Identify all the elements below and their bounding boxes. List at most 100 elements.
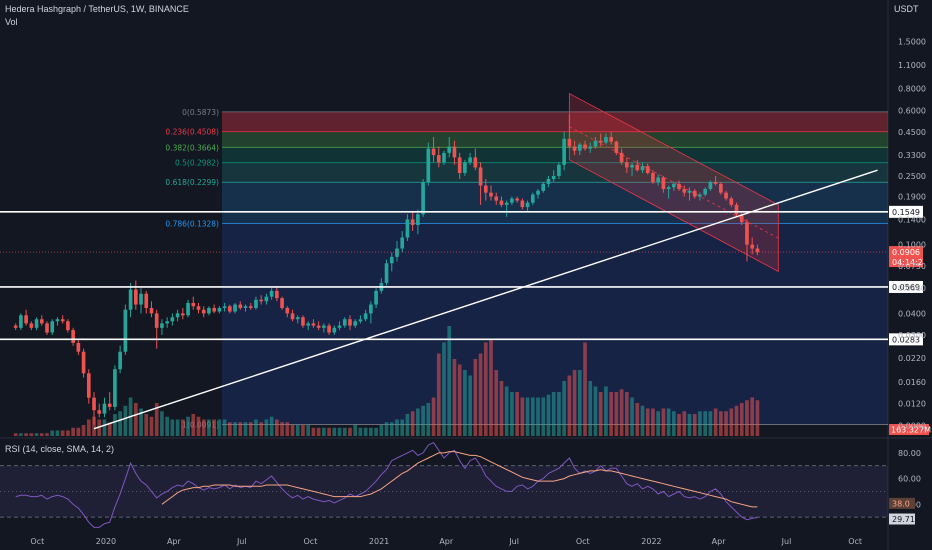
price-axis-tick: 0.8000 bbox=[898, 85, 926, 94]
volume-bar bbox=[719, 411, 723, 436]
candle-body bbox=[510, 198, 514, 203]
candle-body bbox=[295, 317, 300, 320]
volume-bar bbox=[154, 403, 159, 436]
candle-body bbox=[55, 319, 60, 322]
candle-body bbox=[24, 315, 28, 324]
volume-bar bbox=[248, 422, 253, 436]
volume-bar bbox=[588, 381, 593, 436]
candle-body bbox=[60, 319, 65, 322]
volume-bar bbox=[410, 411, 415, 436]
price-axis-tick: 1.1000 bbox=[898, 61, 926, 70]
volume-bar bbox=[557, 392, 561, 436]
volume-bar bbox=[452, 359, 457, 436]
candle-body bbox=[165, 321, 169, 324]
candle-body bbox=[275, 290, 279, 299]
candle-body bbox=[478, 167, 483, 186]
volume-bar bbox=[301, 425, 305, 436]
time-axis-tick: Jul bbox=[236, 537, 247, 546]
price-tag-0: 0.0906 bbox=[892, 248, 920, 257]
volume-bar bbox=[750, 397, 755, 436]
candle-body bbox=[520, 200, 525, 208]
price-tag-1: 04:14:2 bbox=[892, 258, 923, 267]
symbol-title: Hedera Hashgraph / TetherUS, 1W, BINANCE bbox=[5, 4, 189, 14]
candle-body bbox=[651, 173, 655, 183]
candle-body bbox=[687, 190, 692, 193]
candle-body bbox=[180, 313, 185, 316]
candle-body bbox=[577, 144, 582, 151]
volume-bar bbox=[729, 408, 734, 436]
time-axis-tick: 2020 bbox=[96, 537, 116, 546]
candle-body bbox=[264, 296, 269, 302]
candle-body bbox=[447, 146, 452, 153]
rsi-value-tag: 29.71 bbox=[892, 515, 915, 524]
candle-body bbox=[457, 157, 462, 174]
volume-bar bbox=[285, 422, 290, 436]
candle-body bbox=[416, 214, 420, 225]
volume-bar bbox=[614, 392, 619, 436]
candle-body bbox=[233, 304, 237, 312]
volume-bar bbox=[275, 419, 279, 436]
volume-bar bbox=[327, 427, 331, 436]
volume-bar bbox=[45, 433, 49, 436]
fib-label-4: 0.618(0.2299) bbox=[165, 178, 219, 187]
price-axis-tick: 0.0120 bbox=[898, 400, 926, 409]
fib-label-2: 0.382(0.3664) bbox=[165, 143, 219, 152]
volume-bar bbox=[254, 419, 258, 436]
candle-body bbox=[468, 157, 472, 163]
candle-body bbox=[86, 373, 91, 398]
candle-body bbox=[609, 137, 613, 142]
volume-bar bbox=[661, 408, 666, 436]
candle-body bbox=[384, 263, 389, 283]
volume-bar bbox=[656, 411, 660, 436]
time-axis-tick: 2021 bbox=[369, 537, 389, 546]
volume-bar bbox=[81, 425, 86, 436]
candle-body bbox=[358, 319, 363, 322]
volume-bar bbox=[682, 411, 687, 436]
volume-bar bbox=[243, 422, 248, 436]
candle-body bbox=[29, 323, 34, 328]
candle-body bbox=[81, 351, 86, 374]
candle-body bbox=[656, 177, 660, 183]
volume-bar bbox=[118, 411, 122, 436]
candle-body bbox=[557, 164, 561, 176]
volume-bar bbox=[13, 433, 18, 436]
time-axis-tick: Oct bbox=[576, 537, 590, 546]
candle-body bbox=[248, 306, 253, 308]
volume-bar bbox=[24, 433, 28, 436]
candle-body bbox=[348, 319, 352, 326]
volume-bar bbox=[745, 400, 749, 436]
volume-bar bbox=[395, 419, 399, 436]
candle-body bbox=[713, 182, 718, 184]
candle-body bbox=[306, 323, 311, 326]
candle-body bbox=[431, 148, 436, 156]
candle-body bbox=[499, 200, 504, 205]
time-axis-tick: Oct bbox=[30, 537, 44, 546]
volume-bar bbox=[191, 414, 196, 436]
volume-bar bbox=[463, 370, 467, 436]
candle-body bbox=[322, 325, 326, 328]
volume-bar bbox=[551, 392, 556, 436]
volume-bar bbox=[175, 419, 180, 436]
candle-body bbox=[342, 319, 347, 326]
volume-bar bbox=[703, 411, 708, 436]
fib-band-5 bbox=[222, 223, 888, 425]
volume-bar bbox=[332, 427, 337, 436]
volume-bar bbox=[692, 414, 697, 436]
candle-body bbox=[107, 403, 112, 407]
candle-body bbox=[301, 317, 305, 326]
price-axis-tick: 0.0090 bbox=[898, 421, 926, 430]
rsi-indicator-label: RSI (14, close, SMA, 14, 2) bbox=[5, 444, 115, 454]
support-level-tag-2: 0.0283 bbox=[892, 335, 920, 344]
fib-band-1 bbox=[222, 131, 888, 148]
candle-body bbox=[515, 198, 519, 201]
volume-bar bbox=[113, 414, 117, 436]
fib-label-0: 0(0.5873) bbox=[182, 108, 219, 117]
candle-body bbox=[473, 157, 478, 168]
volume-bar bbox=[133, 403, 138, 436]
volume-bar bbox=[431, 397, 436, 436]
volume-bar bbox=[520, 397, 525, 436]
volume-bar bbox=[295, 425, 300, 436]
time-axis-tick: Oct bbox=[848, 537, 862, 546]
rsi-axis-tick: 80.00 bbox=[898, 449, 921, 458]
